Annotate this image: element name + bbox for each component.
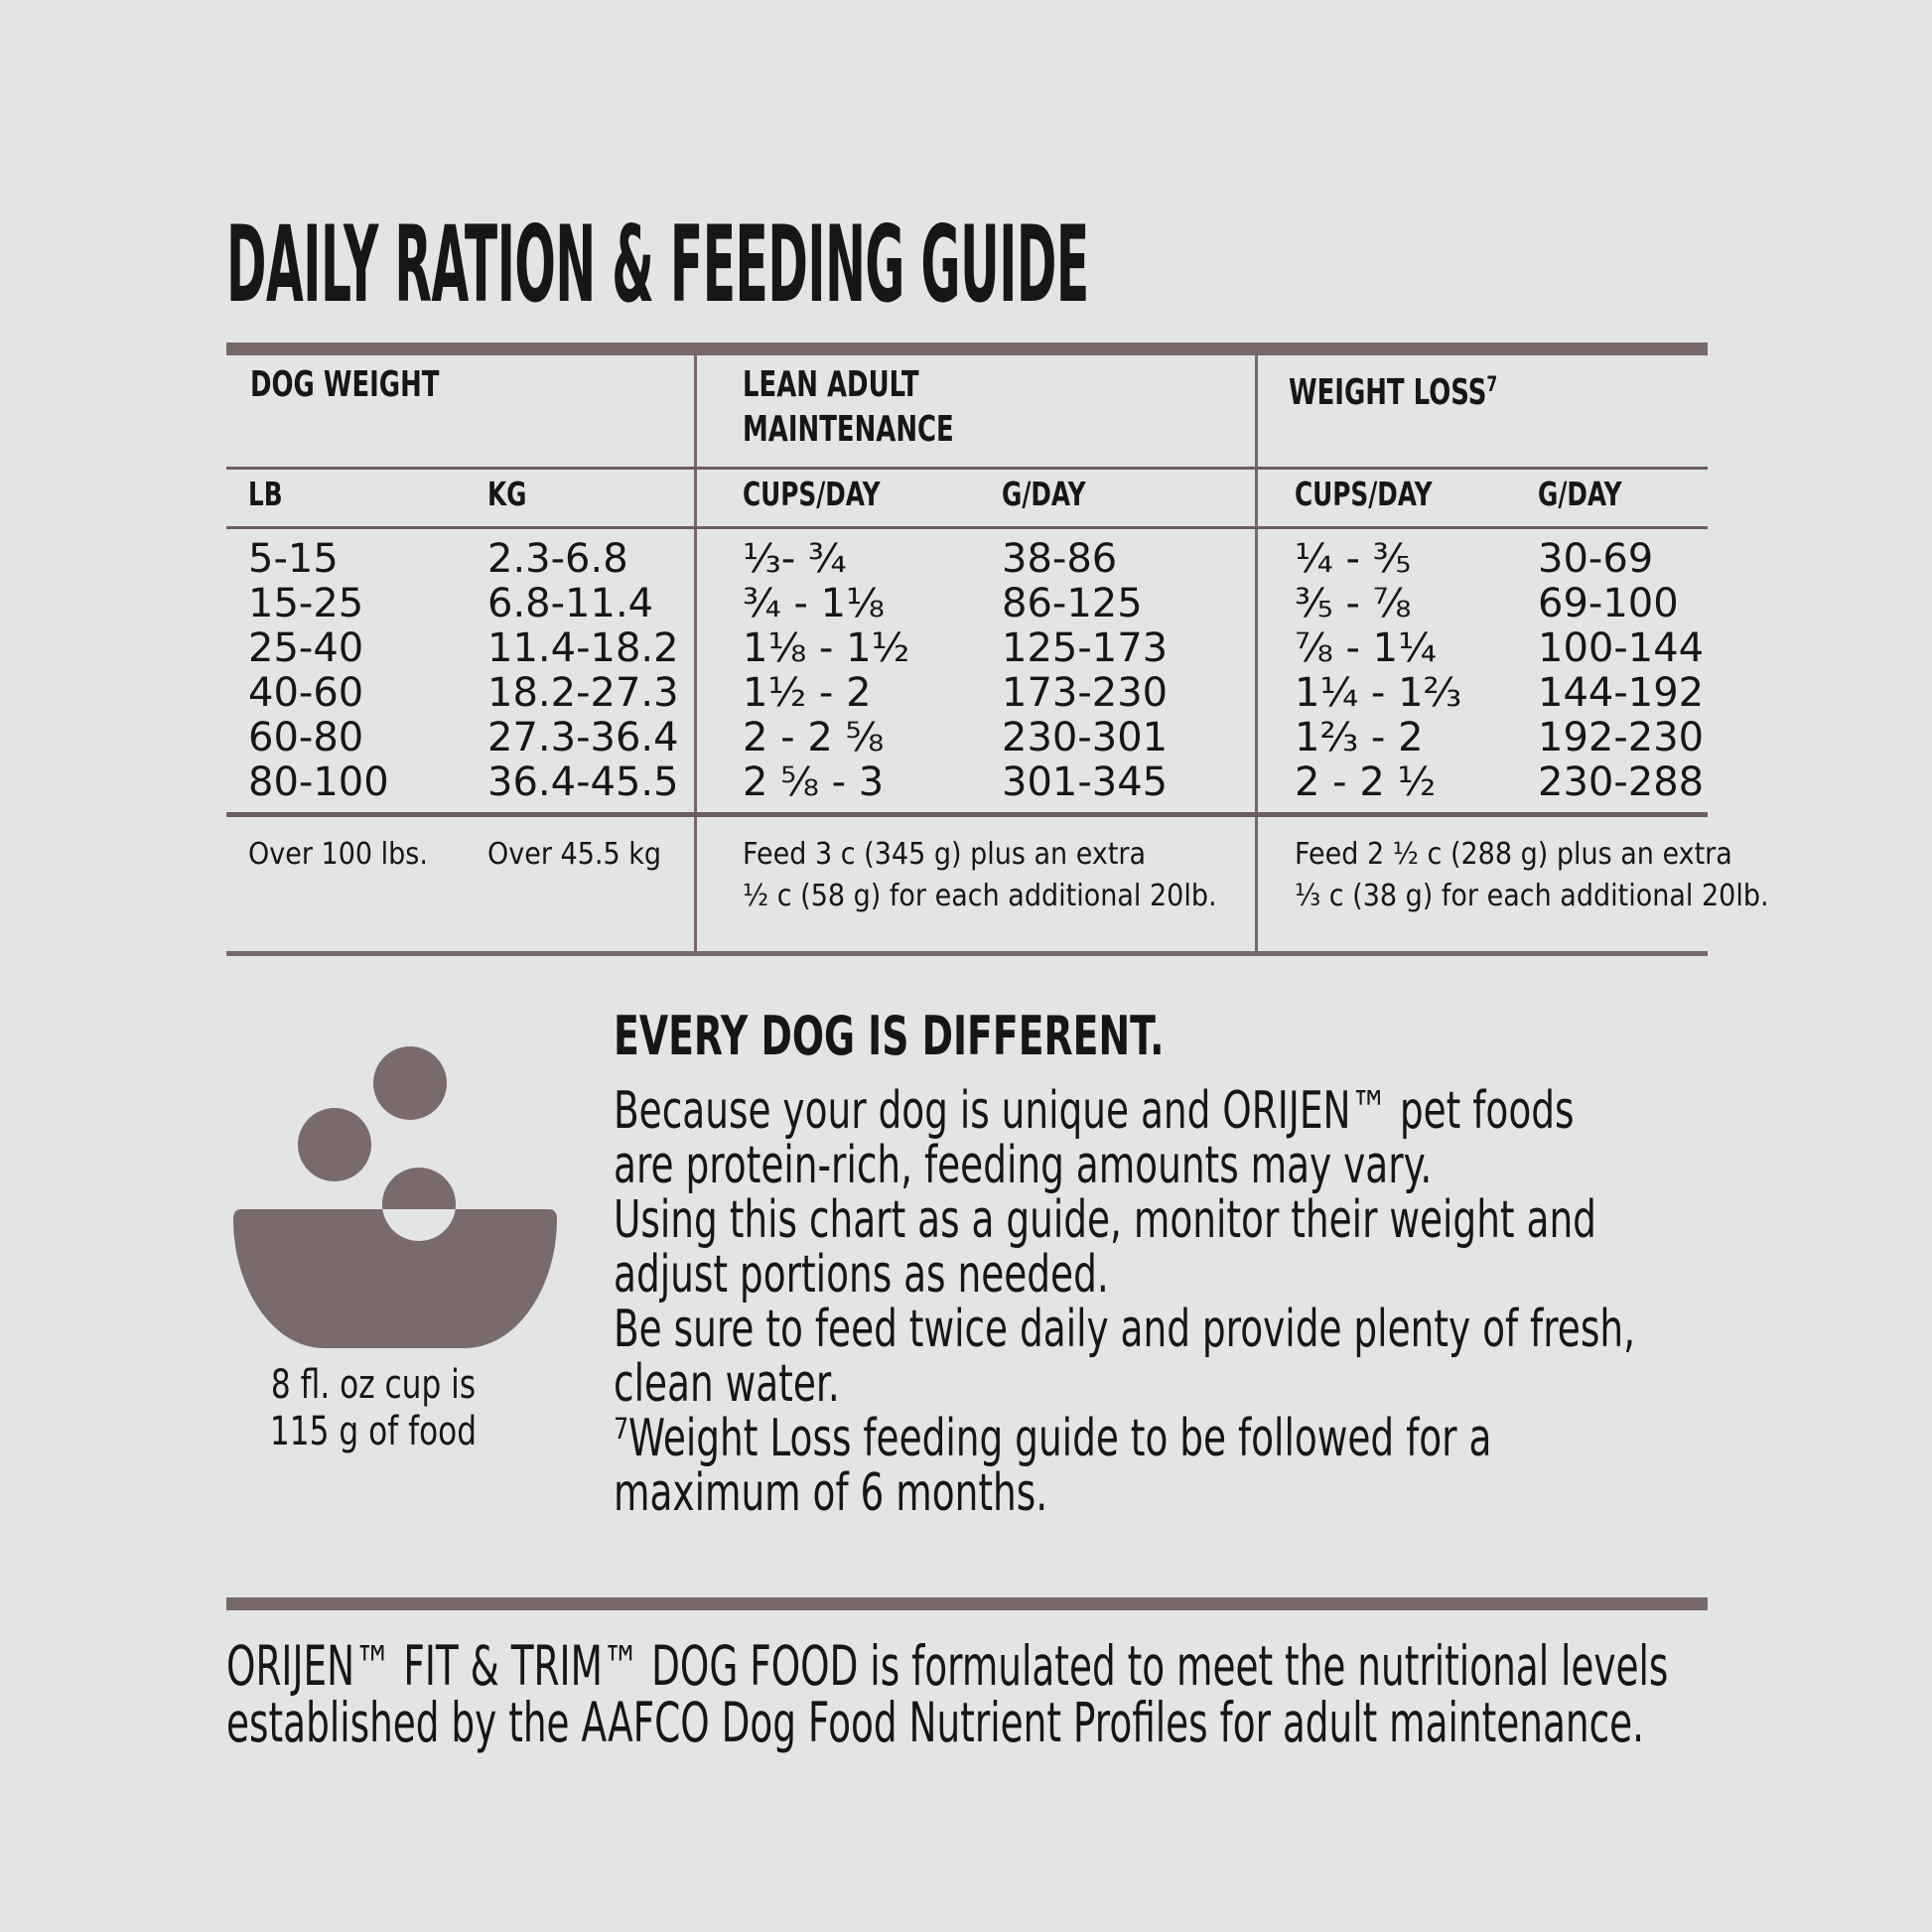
cell-loss-cups: 1⅔ - 2 (1295, 715, 1424, 760)
table-rule (226, 467, 1708, 470)
cup-note-line2: 115 g of food (269, 1409, 478, 1454)
cell-kg: 27.3-36.4 (487, 715, 679, 760)
group-label: WEIGHT LOSS (1289, 372, 1487, 413)
cell-lean-cups: 2 - 2 ⅝ (743, 715, 885, 760)
cell-loss-overflow-note: Feed 2 ½ c (288 g) plus an extra ⅓ c (38… (1295, 834, 1769, 917)
info-line: Because your dog is unique and ORIJEN™ p… (614, 1081, 1575, 1141)
footnote-marker: 7 (1486, 372, 1498, 397)
table-row: 40-60 18.2-27.3 1½ - 2 173-230 1¼ - 1⅔ 1… (226, 671, 1708, 716)
cell-kg: 36.4-45.5 (487, 759, 679, 805)
table-row: 60-80 27.3-36.4 2 - 2 ⅝ 230-301 1⅔ - 2 1… (226, 716, 1708, 760)
info-line: adjust portions as needed. (614, 1245, 1109, 1305)
cell-loss-g: 192-230 (1538, 715, 1705, 760)
column-group-weight-loss: WEIGHT LOSS7 (1289, 362, 1497, 415)
lean-overflow-line1: Feed 3 c (345 g) plus an extra (743, 837, 1147, 872)
cell-lean-g: 86-125 (1002, 581, 1143, 626)
cell-loss-cups: 1¼ - 1⅔ (1295, 670, 1462, 716)
kibble-bowl-icon (233, 1046, 557, 1348)
column-divider (694, 355, 697, 956)
aafco-line1: ORIJEN™ FIT & TRIM™ DOG FOOD is formulat… (226, 1634, 1669, 1698)
subheader-loss-cups-day: CUPS/DAY (1295, 475, 1433, 513)
cell-lb: 25-40 (248, 625, 364, 671)
cell-lb: 40-60 (248, 670, 364, 716)
cell-loss-g: 100-144 (1538, 625, 1705, 671)
cup-note-line1: 8 fl. oz cup is (270, 1362, 477, 1408)
lean-overflow-line2: ½ c (58 g) for each additional 20lb. (743, 879, 1217, 913)
info-heading: EVERY DOG IS DIFFERENT. (614, 1005, 1165, 1067)
cell-lean-g: 173-230 (1002, 670, 1169, 716)
cell-lean-cups: 2 ⅝ - 3 (743, 759, 885, 805)
group-label-line1: LEAN ADULT (743, 364, 919, 405)
cell-lean-cups: ⅓- ¾ (743, 536, 847, 582)
cell-lb: 80-100 (248, 759, 389, 805)
subheader-loss-g-day: G/DAY (1538, 475, 1622, 513)
loss-overflow-line2: ⅓ c (38 g) for each additional 20lb. (1295, 879, 1769, 913)
loss-overflow-line1: Feed 2 ½ c (288 g) plus an extra (1295, 837, 1732, 872)
cell-over-45-kg: Over 45.5 kg (487, 837, 662, 872)
subheader-kg: KG (487, 475, 527, 513)
cell-kg: 6.8-11.4 (487, 581, 654, 626)
cell-loss-cups: 2 - 2 ½ (1295, 759, 1437, 805)
page-title: DAILY RATION & FEEDING GUIDE (226, 204, 1089, 326)
cell-lean-g: 301-345 (1002, 759, 1169, 805)
column-group-lean-adult-maintenance: LEAN ADULT MAINTENANCE (743, 362, 954, 452)
cup-note: 8 fl. oz cup is 115 g of food (259, 1362, 488, 1455)
cell-lean-g: 38-86 (1002, 536, 1118, 582)
cell-loss-g: 30-69 (1538, 536, 1654, 582)
cell-lb: 5-15 (248, 536, 339, 582)
column-divider (1255, 355, 1258, 956)
cell-kg: 18.2-27.3 (487, 670, 679, 716)
footer-rule (226, 1597, 1708, 1610)
cell-loss-cups: ⅗ - ⅞ (1295, 581, 1412, 626)
group-label: DOG WEIGHT (250, 364, 440, 405)
cell-lb: 15-25 (248, 581, 364, 626)
cell-lb: 60-80 (248, 715, 364, 760)
subheader-lean-cups-day: CUPS/DAY (743, 475, 881, 513)
aafco-line2: established by the AAFCO Dog Food Nutrie… (226, 1691, 1645, 1754)
table-row: 15-25 6.8-11.4 ¾ - 1⅛ 86-125 ⅗ - ⅞ 69-10… (226, 582, 1708, 626)
cell-loss-cups: ¼ - ⅗ (1295, 536, 1412, 582)
table-row: 80-100 36.4-45.5 2 ⅝ - 3 301-345 2 - 2 ½… (226, 760, 1708, 805)
column-group-dog-weight: DOG WEIGHT (250, 362, 439, 407)
cell-lean-cups: 1½ - 2 (743, 670, 872, 716)
feeding-table: DOG WEIGHT LEAN ADULT MAINTENANCE WEIGHT… (226, 343, 1769, 956)
table-row: 5-15 2.3-6.8 ⅓- ¾ 38-86 ¼ - ⅗ 30-69 (226, 537, 1708, 582)
table-bottom-rule (226, 951, 1708, 956)
cell-kg: 2.3-6.8 (487, 536, 628, 582)
aafco-statement: ORIJEN™ FIT & TRIM™ DOG FOOD is formulat… (226, 1638, 1668, 1751)
cell-loss-cups: ⅞ - 1¼ (1295, 625, 1437, 671)
info-line: Using this chart as a guide, monitor the… (614, 1190, 1596, 1250)
info-line: ⁷Weight Loss feeding guide to be followe… (614, 1409, 1492, 1468)
cell-lean-g: 230-301 (1002, 715, 1169, 760)
table-rule (226, 526, 1708, 529)
info-paragraph: Because your dog is unique and ORIJEN™ p… (614, 1084, 1635, 1521)
table-row: 25-40 11.4-18.2 1⅛ - 1½ 125-173 ⅞ - 1¼ 1… (226, 626, 1708, 671)
cell-lean-cups: ¾ - 1⅛ (743, 581, 885, 626)
table-rule (226, 812, 1708, 817)
cell-over-100-lbs: Over 100 lbs. (248, 837, 428, 872)
cell-lean-g: 125-173 (1002, 625, 1169, 671)
info-line: maximum of 6 months. (614, 1463, 1048, 1523)
group-label-line2: MAINTENANCE (743, 409, 954, 450)
info-line: are protein-rich, feeding amounts may va… (614, 1136, 1433, 1195)
table-top-bar (226, 343, 1708, 355)
cell-kg: 11.4-18.2 (487, 625, 679, 671)
cell-lean-overflow-note: Feed 3 c (345 g) plus an extra ½ c (58 g… (743, 834, 1217, 917)
cell-loss-g: 230-288 (1538, 759, 1705, 805)
info-line: Be sure to feed twice daily and provide … (614, 1300, 1635, 1359)
cell-lean-cups: 1⅛ - 1½ (743, 625, 910, 671)
cell-loss-g: 144-192 (1538, 670, 1705, 716)
subheader-lean-g-day: G/DAY (1002, 475, 1086, 513)
info-line: clean water. (614, 1354, 840, 1414)
cell-loss-g: 69-100 (1538, 581, 1679, 626)
subheader-lb: LB (248, 475, 283, 513)
